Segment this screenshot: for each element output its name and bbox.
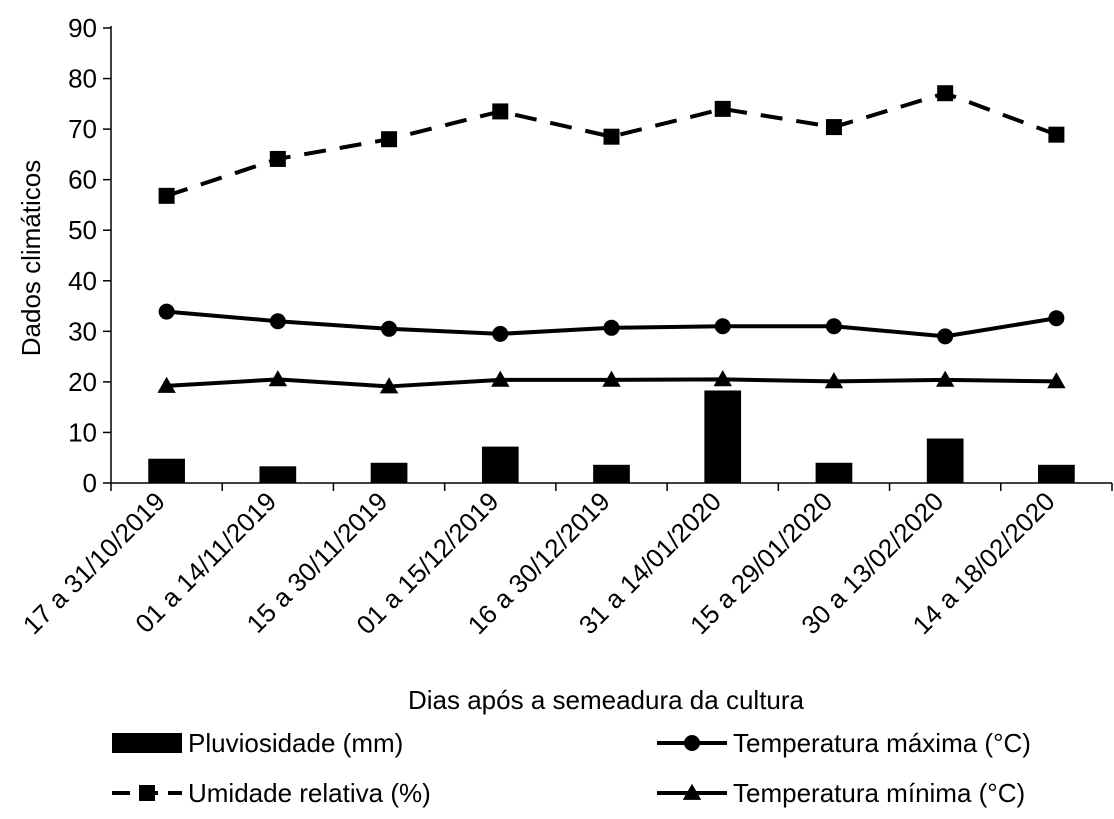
legend-label: Temperatura mínima (°C) xyxy=(733,778,1025,808)
bar-pluviosidade xyxy=(815,462,853,483)
y-tick-label: 40 xyxy=(68,266,97,296)
y-tick-label: 80 xyxy=(68,64,97,94)
y-tick-label: 20 xyxy=(68,367,97,397)
point-umidade xyxy=(937,85,954,102)
y-tick-label: 60 xyxy=(68,165,97,195)
point-temp-max xyxy=(825,318,842,335)
bar-pluviosidade xyxy=(481,446,519,483)
point-temp-max xyxy=(158,303,175,320)
point-umidade xyxy=(825,119,842,136)
point-umidade xyxy=(158,187,175,204)
point-temp-max xyxy=(714,318,731,335)
point-umidade xyxy=(714,100,731,117)
legend-swatch-umidade-marker xyxy=(139,785,155,801)
bar-pluviosidade xyxy=(259,466,297,483)
point-temp-min xyxy=(824,372,844,389)
bars-group xyxy=(148,390,1075,483)
point-temp-max xyxy=(1048,310,1065,327)
point-temp-min xyxy=(268,370,288,387)
point-temp-min xyxy=(379,377,399,394)
y-tick-label: 0 xyxy=(83,468,97,498)
point-temp-max xyxy=(937,328,954,345)
y-tick-label: 70 xyxy=(68,114,97,144)
point-temp-max xyxy=(269,313,286,330)
y-tick-labels-group: 0 10 20 30 40 50 60 70 80 90 xyxy=(68,13,97,498)
bar-pluviosidade xyxy=(148,458,185,483)
point-temp-min xyxy=(935,370,955,387)
point-umidade xyxy=(492,103,509,120)
y-tick-label: 10 xyxy=(68,417,97,447)
point-temp-min xyxy=(713,370,732,387)
legend-label: Umidade relativa (%) xyxy=(188,778,431,808)
point-temp-max xyxy=(381,320,398,337)
point-temp-min xyxy=(1047,372,1066,389)
legend: Pluviosidade (mm) Temperatura máxima (°C)… xyxy=(112,728,1031,808)
legend-label: Temperatura máxima (°C) xyxy=(733,728,1031,758)
bar-pluviosidade xyxy=(370,462,408,483)
point-temp-max xyxy=(492,325,509,342)
legend-swatch-temp-max-marker xyxy=(684,735,700,751)
legend-swatch-temp-min-marker xyxy=(682,783,702,800)
point-umidade xyxy=(603,128,620,145)
point-umidade xyxy=(381,131,398,148)
point-temp-min xyxy=(602,370,621,387)
bar-pluviosidade xyxy=(926,438,964,483)
lines-group xyxy=(157,85,1066,394)
y-axis-title: Dados climáticos xyxy=(16,160,46,357)
x-axis-title: Dias após a semeadura da cultura xyxy=(408,685,805,715)
legend-label: Pluviosidade (mm) xyxy=(188,728,403,758)
bar-pluviosidade xyxy=(593,464,630,483)
point-umidade xyxy=(269,150,286,167)
point-umidade xyxy=(1048,126,1065,143)
line-umidade xyxy=(165,91,1058,198)
y-tick-label: 50 xyxy=(68,215,97,245)
point-temp-max xyxy=(603,319,620,336)
point-temp-min xyxy=(491,370,510,387)
y-tick-label: 90 xyxy=(68,13,97,43)
y-tick-label: 30 xyxy=(68,316,97,346)
point-temp-min xyxy=(157,376,176,393)
bar-pluviosidade xyxy=(704,390,742,483)
bar-pluviosidade xyxy=(1038,464,1075,483)
axes-group xyxy=(103,26,1113,491)
legend-swatch-pluviosidade xyxy=(112,733,182,753)
